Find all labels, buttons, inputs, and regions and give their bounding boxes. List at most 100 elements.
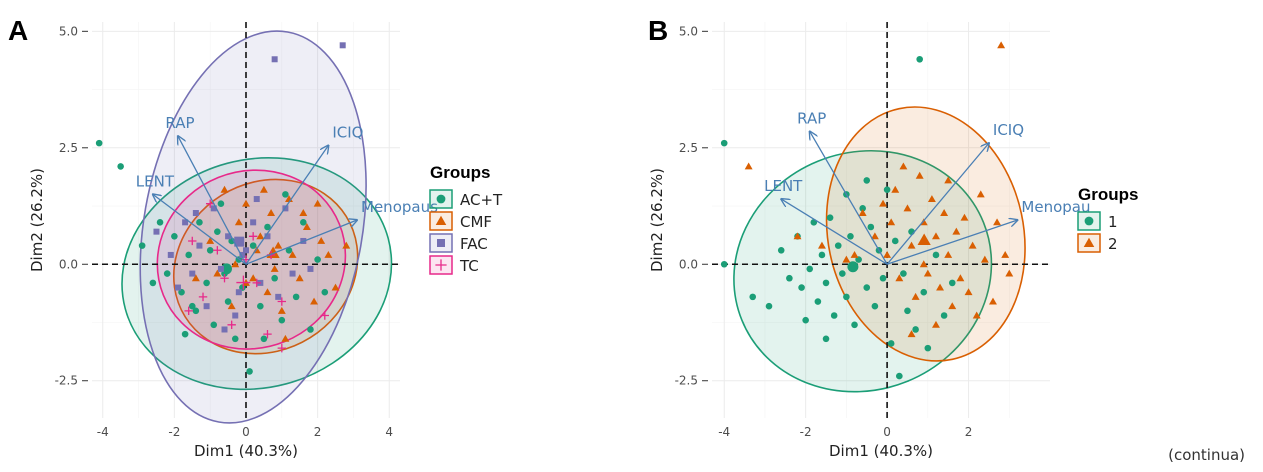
confidence-ellipse (121, 157, 393, 391)
variable-arrow (178, 136, 247, 265)
x-tick-label: 4 (385, 425, 393, 439)
data-point (307, 265, 314, 272)
data-point (210, 205, 217, 212)
data-point (225, 233, 232, 240)
data-point (231, 260, 240, 268)
variable-label: LENT (764, 177, 803, 195)
data-point (964, 288, 973, 296)
data-point (220, 185, 229, 193)
data-point (802, 316, 809, 324)
data-point (818, 251, 826, 259)
data-point (858, 209, 867, 216)
data-point (912, 326, 919, 333)
data-point (234, 218, 243, 226)
y-tick-label: 0.0 (679, 257, 698, 271)
data-point (310, 297, 319, 305)
y-tick-label: 0.0 (59, 257, 78, 271)
data-point (274, 241, 283, 249)
data-point (156, 219, 164, 226)
data-point (217, 200, 225, 207)
data-point (95, 139, 103, 147)
data-point (285, 246, 293, 254)
data-point (188, 236, 197, 246)
data-point (855, 256, 862, 263)
data-point (850, 250, 859, 258)
legend-symbol (1084, 216, 1094, 226)
data-point (149, 279, 157, 287)
data-point (271, 274, 278, 282)
data-point (278, 316, 286, 324)
data-point (253, 196, 260, 203)
legend-item: 1 (1077, 211, 1118, 231)
data-point (744, 162, 753, 170)
data-point (993, 218, 1002, 226)
data-point (221, 326, 228, 333)
data-point (1001, 250, 1010, 258)
data-point (342, 241, 351, 249)
data-point (163, 270, 171, 277)
data-point (895, 274, 904, 282)
data-point (834, 242, 842, 249)
data-point (863, 177, 871, 184)
data-point (264, 233, 271, 240)
data-point (198, 292, 208, 302)
data-point (196, 242, 203, 249)
data-point (231, 335, 239, 343)
data-point (224, 298, 232, 305)
data-point (900, 270, 907, 277)
confidence-ellipse (139, 30, 367, 424)
data-point (863, 284, 871, 291)
data-point (227, 302, 236, 310)
data-point (246, 368, 253, 375)
data-point (227, 320, 236, 330)
group-centroid (236, 275, 251, 290)
panel-a: A RAP ICIQ LENT Menopaus -4 -2 0 2 4 -2.5 0.0 2.5 5.0… (8, 15, 503, 460)
data-point (976, 190, 985, 198)
data-point (793, 232, 802, 240)
data-point (260, 335, 268, 343)
data-point (213, 269, 222, 277)
data-point (277, 297, 287, 306)
legend-symbol (435, 215, 447, 225)
data-point (786, 274, 793, 282)
data-point (944, 176, 953, 184)
data-point (948, 302, 957, 310)
data-point (879, 274, 887, 282)
data-point (300, 219, 307, 226)
y-tick-label: -2.5 (55, 374, 78, 388)
data-point (289, 270, 296, 277)
data-point (203, 303, 210, 310)
data-point (235, 289, 242, 296)
data-point (214, 228, 221, 235)
data-point (919, 260, 928, 268)
data-point (270, 264, 279, 272)
data-point (887, 218, 896, 226)
legend-label: TC (459, 257, 479, 275)
data-point (879, 199, 887, 207)
data-point (923, 269, 932, 277)
x-tick-label: 0 (242, 425, 250, 439)
data-point (205, 199, 215, 208)
data-point (932, 251, 940, 259)
confidence-ellipse (172, 178, 359, 355)
variable-label: ICIQ (332, 123, 363, 141)
data-point (192, 307, 200, 315)
data-point (883, 186, 891, 194)
legend-title: Groups (1078, 185, 1138, 204)
data-point (138, 242, 146, 249)
data-point (940, 312, 948, 319)
data-point (720, 139, 728, 147)
group-centroid (847, 261, 859, 273)
data-point (907, 241, 916, 249)
data-point (174, 284, 181, 291)
data-point (292, 293, 300, 301)
legend-item: TC (429, 255, 479, 275)
data-point (867, 223, 875, 231)
data-point (181, 330, 189, 338)
data-point (940, 209, 949, 216)
data-point (189, 270, 196, 277)
variable-arrow (886, 143, 989, 265)
data-point (777, 246, 785, 254)
data-point (220, 274, 229, 283)
x-tick-label: 2 (965, 425, 973, 439)
